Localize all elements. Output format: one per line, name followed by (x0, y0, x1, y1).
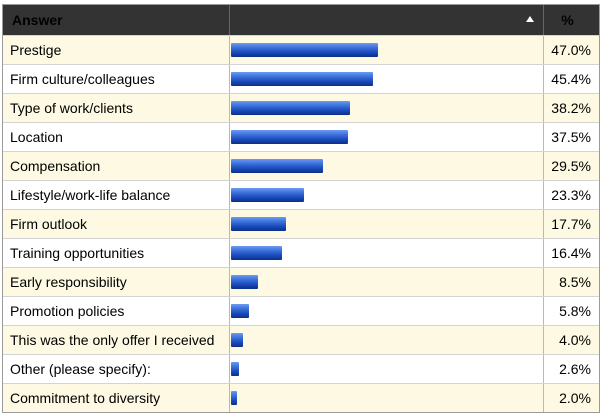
bar (231, 188, 304, 202)
answer-label: This was the only offer I received (3, 326, 230, 354)
table-row: Commitment to diversity 2.0% (3, 383, 599, 412)
table-row: Other (please specify): 2.6% (3, 354, 599, 383)
percent-value: 37.5% (551, 129, 591, 145)
answer-label: Promotion policies (3, 297, 230, 325)
bar-cell (230, 65, 544, 93)
bar-cell (230, 268, 544, 296)
bar (231, 72, 373, 86)
answer-label: Firm culture/colleagues (3, 65, 230, 93)
answer-label: Other (please specify): (3, 355, 230, 383)
bar-cell (230, 36, 544, 64)
answer-label: Prestige (3, 36, 230, 64)
bar (231, 159, 323, 173)
percent-value: 4.0% (559, 332, 591, 348)
percent-value: 2.6% (559, 361, 591, 377)
sort-ascending-icon[interactable] (526, 16, 534, 22)
bar-cell (230, 152, 544, 180)
table-row: Early responsibility 8.5% (3, 267, 599, 296)
table-row: Training opportunities 16.4% (3, 238, 599, 267)
bar-cell (230, 210, 544, 238)
table-row: Compensation 29.5% (3, 151, 599, 180)
table-body: Prestige 47.0% Firm culture/colleagues 45.4… (3, 35, 599, 412)
table-row: This was the only offer I received 4.0% (3, 325, 599, 354)
table-row: Firm outlook 17.7% (3, 209, 599, 238)
percent-column-header[interactable]: % (561, 12, 574, 28)
answer-label: Training opportunities (3, 239, 230, 267)
table-row: Location 37.5% (3, 122, 599, 151)
percent-value: 38.2% (551, 100, 591, 116)
bar (231, 333, 243, 347)
bar-cell (230, 326, 544, 354)
bar (231, 130, 348, 144)
table-row: Type of work/clients 38.2% (3, 93, 599, 122)
table-header: Answer % (3, 5, 599, 35)
percent-value: 47.0% (551, 42, 591, 58)
bar-cell (230, 384, 544, 412)
bar-cell (230, 297, 544, 325)
table-row: Lifestyle/work-life balance 23.3% (3, 180, 599, 209)
answer-label: Compensation (3, 152, 230, 180)
bar-cell (230, 239, 544, 267)
survey-results-table: Answer % Prestige 47.0% Firm culture/colle… (2, 4, 600, 413)
bar (231, 304, 249, 318)
bar (231, 362, 239, 376)
percent-value: 23.3% (551, 187, 591, 203)
answer-label: Early responsibility (3, 268, 230, 296)
bar-column-header[interactable] (230, 5, 544, 35)
bar (231, 217, 286, 231)
percent-value: 5.8% (559, 303, 591, 319)
percent-value: 2.0% (559, 390, 591, 406)
bar (231, 275, 258, 289)
answer-label: Type of work/clients (3, 94, 230, 122)
percent-value: 16.4% (551, 245, 591, 261)
bar (231, 391, 237, 405)
bar (231, 43, 378, 57)
answer-label: Firm outlook (3, 210, 230, 238)
answer-label: Commitment to diversity (3, 384, 230, 412)
percent-value: 17.7% (551, 216, 591, 232)
table-row: Prestige 47.0% (3, 35, 599, 64)
table-row: Firm culture/colleagues 45.4% (3, 64, 599, 93)
bar (231, 246, 282, 260)
bar-cell (230, 94, 544, 122)
percent-value: 45.4% (551, 71, 591, 87)
bar-cell (230, 123, 544, 151)
table-row: Promotion policies 5.8% (3, 296, 599, 325)
answer-label: Lifestyle/work-life balance (3, 181, 230, 209)
answer-label: Location (3, 123, 230, 151)
bar-cell (230, 181, 544, 209)
percent-value: 29.5% (551, 158, 591, 174)
answer-column-header[interactable]: Answer (3, 5, 230, 35)
bar-cell (230, 355, 544, 383)
percent-value: 8.5% (559, 274, 591, 290)
bar (231, 101, 350, 115)
